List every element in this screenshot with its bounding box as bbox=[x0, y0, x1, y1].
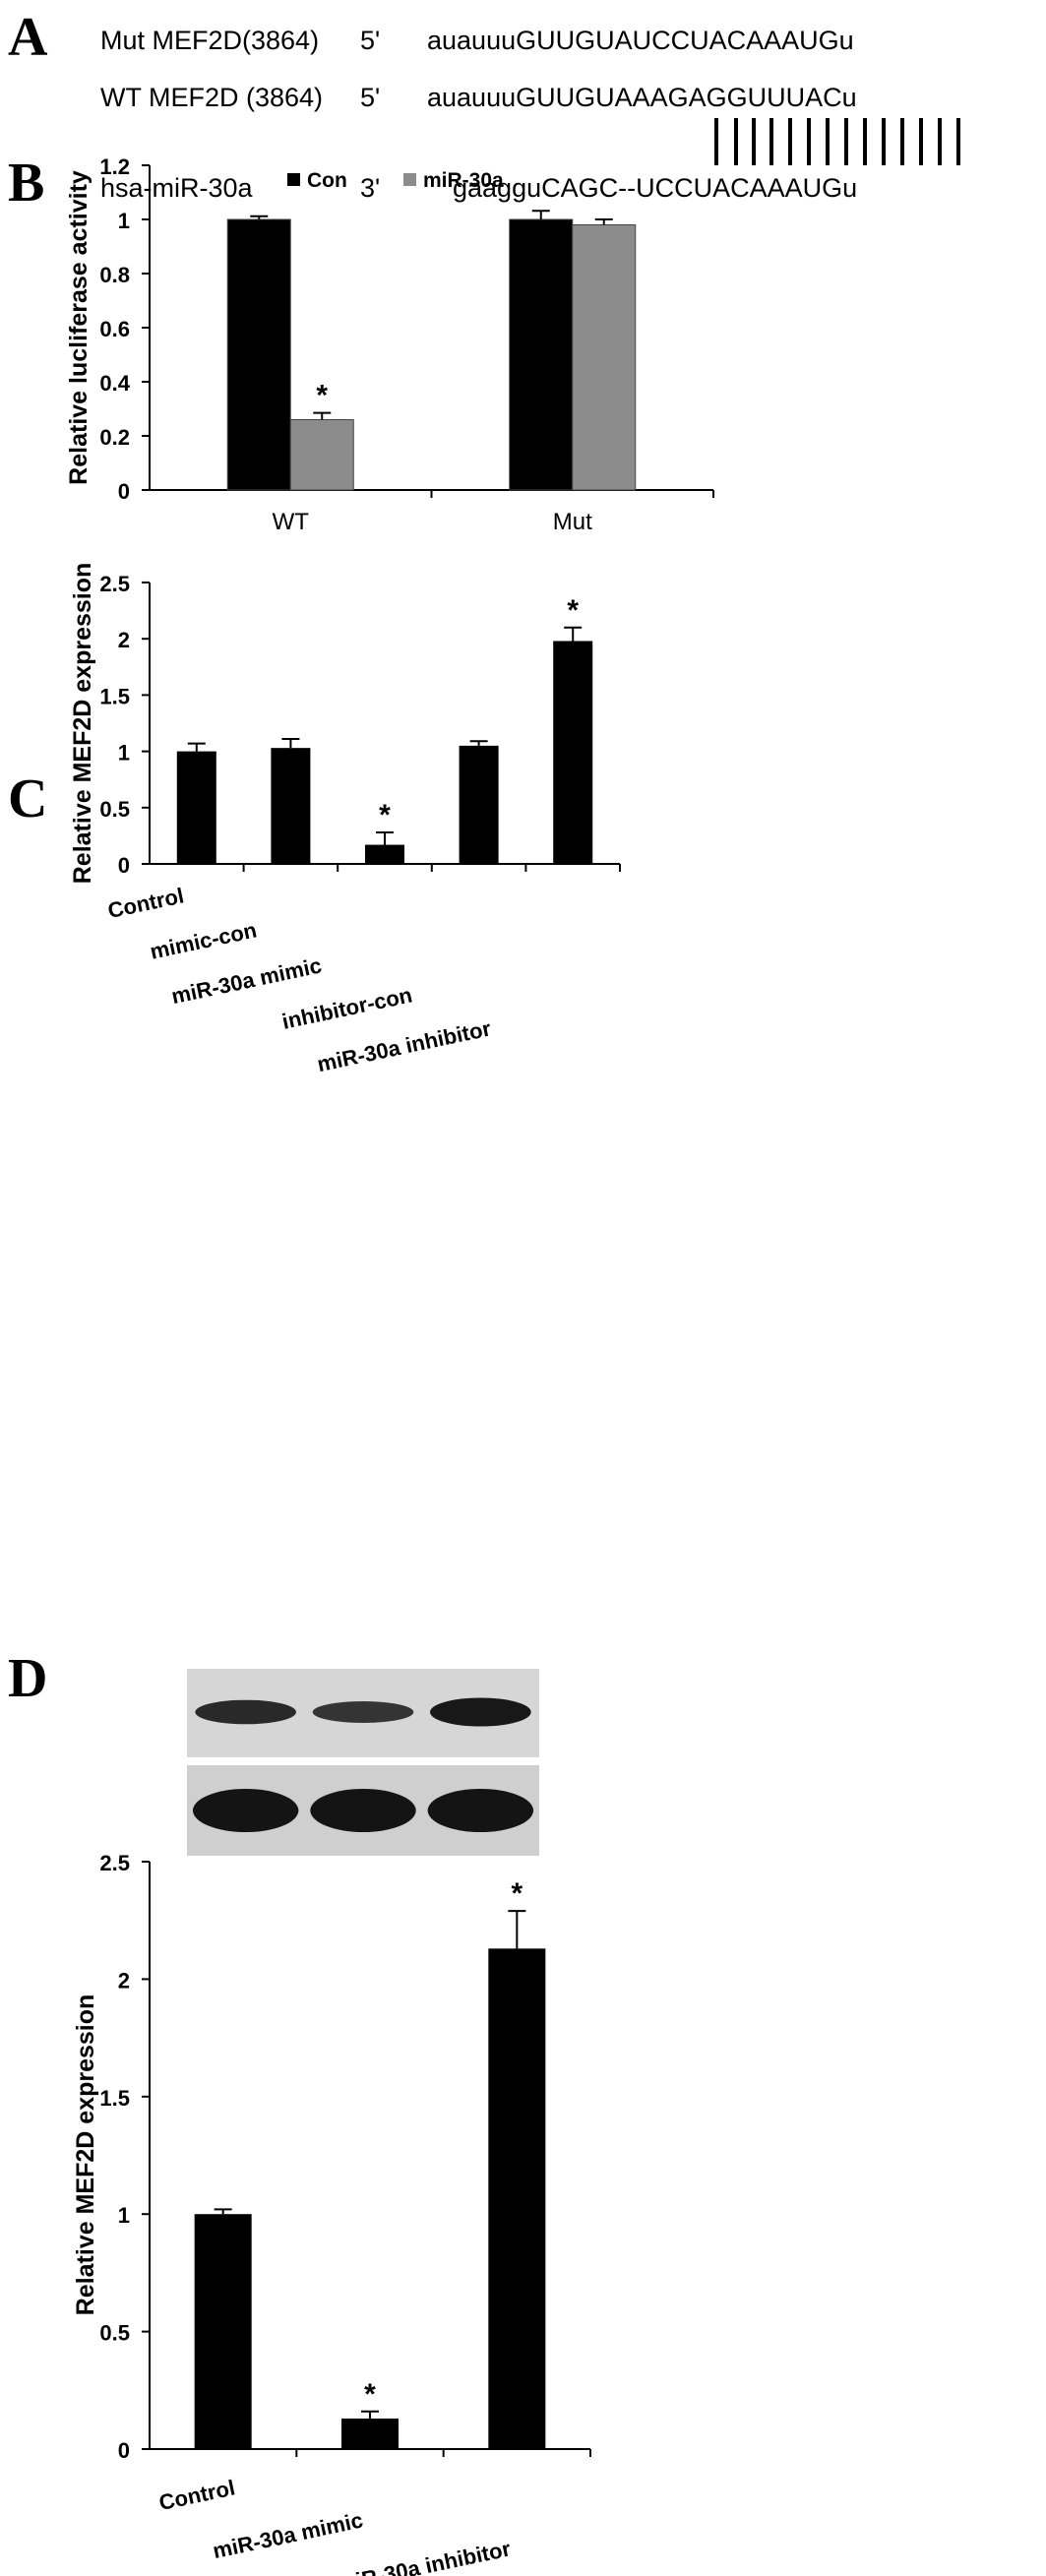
chart-b-annotation-0: * bbox=[316, 380, 328, 412]
chart-c-bar-4 bbox=[553, 641, 593, 864]
chart-d-ytick-label-0: 0 bbox=[118, 2438, 130, 2463]
chart-c-xtick-label-2: miR-30a mimic bbox=[169, 952, 324, 1009]
chart-b-ytick-label-6: 1.2 bbox=[99, 154, 130, 179]
chart-c-bar-0 bbox=[176, 751, 216, 864]
chart-d-xtick-label-0: Control bbox=[156, 2475, 237, 2515]
chart-b-ytick-label-5: 1 bbox=[118, 209, 130, 233]
panel-letter-d: D bbox=[8, 1648, 48, 1709]
chart-d-ytick-label-1: 0.5 bbox=[99, 2321, 130, 2346]
chart-c-annotation-0: * bbox=[379, 799, 391, 831]
chart-b-xtick-label-0: WT bbox=[273, 509, 310, 535]
chart-d-bar-2 bbox=[488, 1948, 546, 2449]
chart-d-ylabel: Relative MEF2D expression bbox=[72, 1994, 99, 2316]
chart-c-ytick-label-5: 2.5 bbox=[99, 572, 130, 596]
blot-band-bottom-0 bbox=[192, 1789, 299, 1832]
blot-band-top-0 bbox=[195, 1699, 296, 1725]
chart-c-ytick-label-4: 2 bbox=[118, 628, 130, 652]
chart-b-legend-label-0: Con bbox=[307, 169, 347, 192]
chart-d-annotation-0: * bbox=[364, 2378, 376, 2411]
blot-band-top-1 bbox=[312, 1701, 414, 1723]
chart-b-legend-label-1: miR-30a bbox=[423, 169, 504, 192]
chart-d-ytick-label-5: 2.5 bbox=[99, 1851, 130, 1875]
chart-b-xtick-label-1: Mut bbox=[553, 509, 592, 535]
chart-b: 0 0.2 0.4 0.6 0.8 1 1.2 Relative lucliferase ac… bbox=[65, 154, 714, 535]
panel-letter-a: A bbox=[8, 7, 48, 68]
panel-letter-b: B bbox=[8, 153, 45, 214]
chart-b-bar-Con-WT bbox=[226, 218, 291, 491]
blot-band-top-2 bbox=[430, 1697, 531, 1727]
chart-c-ylabel: Relative MEF2D expression bbox=[69, 563, 96, 885]
blot-band-bottom-2 bbox=[427, 1789, 534, 1832]
panel-letter-c: C bbox=[8, 768, 48, 829]
chart-c-ytick-label-0: 0 bbox=[118, 853, 130, 878]
chart-b-ytick-label-4: 0.8 bbox=[99, 263, 130, 287]
base-pairing-lines bbox=[714, 118, 960, 165]
seq-wt: auauuuGUUGUAAAGAGGUUUACu bbox=[427, 83, 857, 112]
chart-d-ytick-label-2: 1 bbox=[118, 2203, 130, 2228]
seq-end-mir: 3' bbox=[360, 173, 381, 203]
seq-end-wt: 5' bbox=[360, 83, 381, 112]
chart-b-bar-Con-Mut bbox=[509, 218, 574, 491]
chart-c-annotation-1: * bbox=[567, 594, 579, 627]
chart-b-ylabel: Relative lucliferase activity bbox=[65, 170, 92, 485]
chart-b-bar-miR-30a-WT bbox=[289, 419, 354, 491]
chart-b-ytick-label-3: 0.6 bbox=[99, 317, 130, 341]
chart-d-xtick-label-1: miR-30a mimic bbox=[211, 2507, 365, 2563]
western-blot bbox=[187, 1669, 539, 1856]
chart-d-bar-0 bbox=[194, 2214, 252, 2449]
chart-d-ytick-label-4: 2 bbox=[118, 1968, 130, 1993]
chart-c-ytick-label-2: 1 bbox=[118, 741, 130, 766]
chart-c-ytick-label-3: 1.5 bbox=[99, 684, 130, 708]
chart-b-ytick-label-2: 0.4 bbox=[99, 371, 130, 396]
chart-c-xtick-label-4: miR-30a inhibitor bbox=[315, 1015, 493, 1076]
chart-c-xtick-label-0: Control bbox=[105, 883, 186, 923]
chart-d-ytick-label-3: 1.5 bbox=[99, 2086, 130, 2111]
seq-name-mut: Mut MEF2D(3864) bbox=[100, 26, 320, 55]
seq-mir: gaagguCAGC--UCCUACAAAUGu bbox=[453, 173, 858, 203]
chart-b-bar-miR-30a-Mut bbox=[572, 224, 637, 491]
seq-name-mir: hsa-miR-30a bbox=[100, 173, 253, 203]
chart-c-bar-1 bbox=[271, 748, 311, 864]
chart-c-bar-3 bbox=[459, 745, 499, 864]
chart-b-ytick-label-0: 0 bbox=[118, 479, 130, 504]
chart-c-bar-2 bbox=[365, 844, 404, 864]
chart-c-ytick-label-1: 0.5 bbox=[99, 797, 130, 822]
chart-d-xtick-label-2: miR-30a inhibitor bbox=[335, 2536, 513, 2576]
chart-b-legend-swatch-1 bbox=[403, 173, 416, 186]
chart-d: 0 0.5 1 1.5 2 2.5 Relative MEF2D expression Con… bbox=[72, 1851, 591, 2576]
chart-d-bar-1 bbox=[341, 2418, 399, 2449]
chart-d-annotation-1: * bbox=[511, 1877, 523, 1910]
seq-end-mut: 5' bbox=[360, 26, 381, 55]
chart-b-ytick-label-1: 0.2 bbox=[99, 425, 130, 450]
chart-b-legend-swatch-0 bbox=[287, 173, 300, 186]
seq-mut: auauuuGUUGUAUCCUACAAAUGu bbox=[427, 26, 854, 55]
seq-name-wt: WT MEF2D (3864) bbox=[100, 83, 324, 112]
chart-c-xtick-label-1: mimic-con bbox=[148, 917, 259, 963]
chart-c-xtick-label-3: inhibitor-con bbox=[279, 982, 414, 1033]
blot-band-bottom-1 bbox=[310, 1789, 416, 1832]
